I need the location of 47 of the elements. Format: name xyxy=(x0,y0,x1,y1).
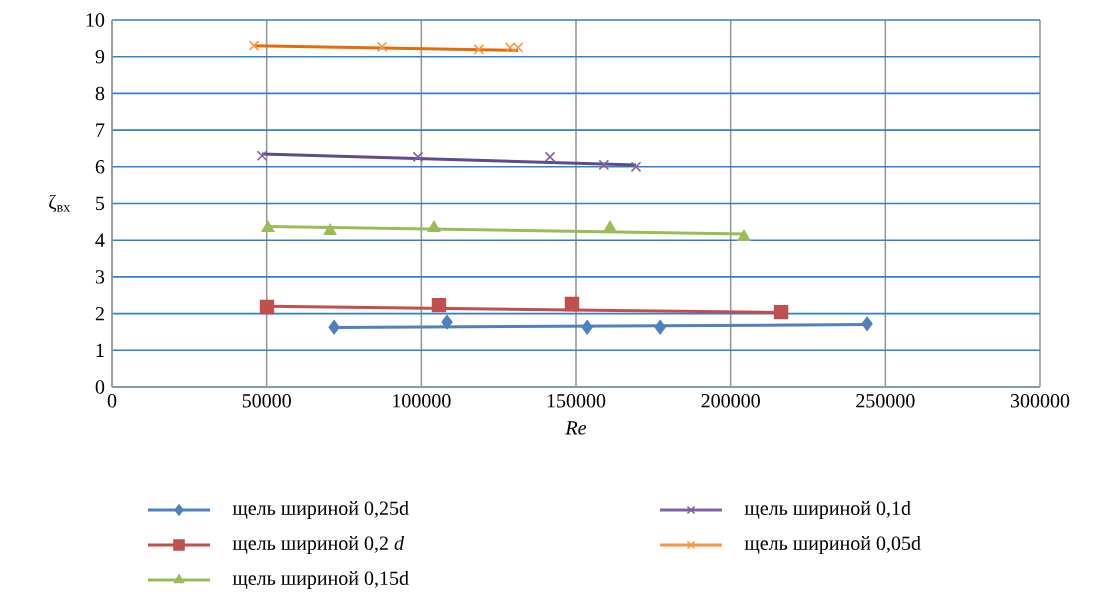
point xyxy=(261,220,275,233)
point xyxy=(654,319,666,335)
legend-label: щель шириной 0,2 d xyxy=(232,535,405,555)
point xyxy=(473,44,485,55)
legend-label: щель шириной 0,25d xyxy=(232,500,409,520)
x-axis-title: Re xyxy=(565,421,587,435)
point xyxy=(431,297,447,313)
y-tick-label: 5 xyxy=(96,196,105,211)
x-tick-label: 200000 xyxy=(701,394,760,408)
point xyxy=(773,304,789,320)
point xyxy=(564,296,580,312)
point xyxy=(259,299,275,315)
point xyxy=(544,151,556,163)
y-tick-label: 6 xyxy=(95,160,105,174)
legend-label: щель шириной 0,05d xyxy=(744,535,921,555)
point xyxy=(248,40,260,52)
point xyxy=(376,41,388,53)
x-tick-label: 50000 xyxy=(242,394,291,408)
legend-label: щель шириной 0,15d xyxy=(232,570,409,590)
legend-label: щель шириной 0,1d xyxy=(744,500,911,520)
y-axis-title: ζ$_{вх}$ xyxy=(49,194,71,213)
x-tick-label: 0 xyxy=(107,394,117,408)
y-tick-label: 0 xyxy=(95,380,105,394)
y-tick-label: 8 xyxy=(95,86,105,101)
y-tick-label: 4 xyxy=(95,233,105,247)
x-tick-label: 250000 xyxy=(856,394,915,408)
y-tick-label: 3 xyxy=(95,270,105,284)
point xyxy=(323,223,337,236)
point xyxy=(598,159,610,171)
point xyxy=(581,319,593,335)
y-tick-label: 2 xyxy=(95,306,104,321)
point xyxy=(630,161,642,173)
x-tick-label: 150000 xyxy=(547,394,606,408)
y-tick-label: 10 xyxy=(86,13,105,27)
point xyxy=(427,220,441,233)
point xyxy=(861,316,873,332)
y-tick-label: 9 xyxy=(95,49,105,64)
point xyxy=(737,229,751,241)
y-tick-label: 1 xyxy=(96,343,104,357)
y-tick-label: 7 xyxy=(96,123,105,137)
x-tick-label: 100000 xyxy=(393,394,451,408)
x-tick-label: 300000 xyxy=(1010,394,1070,408)
point xyxy=(603,220,617,233)
point xyxy=(441,314,453,330)
point xyxy=(328,319,340,335)
point xyxy=(256,150,268,162)
point xyxy=(412,151,424,163)
